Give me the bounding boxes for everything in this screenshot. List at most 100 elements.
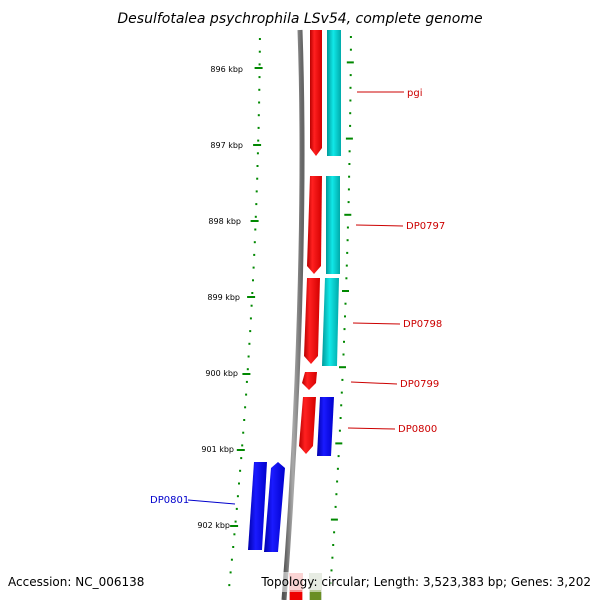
ring-dot [340,391,343,394]
ring-dot [239,469,242,472]
accession-text: Accession: NC_006138 [8,575,144,589]
ring-dot [236,495,239,498]
ring-dot [334,505,337,508]
ring-dot [253,253,256,256]
major-tick [230,525,239,527]
major-tick [339,366,346,369]
ring-dot [345,277,348,280]
ring-dot [254,228,257,231]
ring-dot [335,493,338,496]
ring-dot [258,88,261,91]
leader-dp0799 [350,381,398,385]
ring-dot [343,340,345,343]
ring-dot [251,292,254,294]
ring-dot [339,417,342,419]
gene-dp0801-a [248,462,267,550]
tick-ring-right [329,36,354,585]
ring-dot [331,556,334,559]
cds-dp0797 [307,176,322,274]
ring-dot [256,165,259,167]
cds-pgi [310,30,322,156]
reverse-gene-track [248,462,285,552]
gene-dp0800 [317,397,334,456]
ring-dot [249,330,252,333]
cds-dp0798 [304,278,320,364]
ring-dot [256,177,259,180]
ring-dot [347,201,350,204]
ring-dot [248,342,251,345]
ring-dot [234,520,237,523]
ring-dot [336,467,339,470]
forward-gene-track [317,30,341,456]
ring-dot [336,480,339,483]
ring-dot [230,558,233,561]
major-tick [342,290,349,292]
tick-label-900: 900 kbp [205,369,238,378]
ring-dot [235,507,238,510]
ring-dot [349,74,352,77]
tick-ring-left [228,38,263,587]
ring-dot [256,152,259,155]
major-tick [236,449,245,451]
ring-dot [345,264,348,267]
cds-dp0799 [302,372,317,390]
tick-label-902: 902 kbp [197,521,230,530]
major-tick [346,61,354,64]
ring-dot [346,251,349,254]
gene-pgi [327,30,341,156]
label-dp0801: DP0801 [150,495,189,506]
ring-dot [258,50,261,53]
ring-dot [342,353,345,356]
ring-dot [249,317,252,320]
feature-bottom-red [290,590,302,600]
ring-dot [332,544,335,546]
feature-bottom-olive [310,590,321,600]
cds-dp0800 [299,397,316,454]
ring-dot [253,241,256,244]
ring-dot [348,175,351,178]
ring-dot [337,455,340,458]
footer-right-bg [258,572,596,592]
ring-dot [246,368,249,371]
tick-label-901: 901 kbp [201,445,234,454]
ring-dot [348,150,351,153]
ring-dot [343,328,346,331]
tick-label-897: 897 kbp [210,141,243,150]
ring-dot [255,203,258,206]
major-tick [344,213,352,216]
tick-labels: 896 kbp 897 kbp 898 kbp 899 kbp 900 kbp … [197,65,243,530]
tick-label-896: 896 kbp [210,65,243,74]
ring-dot [233,533,236,536]
label-dp0798: DP0798 [403,319,442,330]
ring-dot [348,163,351,165]
leader-lines [187,91,404,505]
ring-dot [247,355,250,358]
ring-dot [349,124,352,127]
ring-dot [257,126,260,129]
ring-dot [257,114,260,117]
ring-dot [238,482,240,485]
ring-dot [240,457,243,460]
ring-dot [257,139,260,142]
ring-dot [349,36,352,38]
ring-dot [229,571,232,574]
gene-labels: pgi DP0797 DP0798 DP0799 DP0800 DP0801 [150,88,445,506]
ring-dot [338,429,341,432]
major-tick [335,442,343,445]
leader-dp0800 [347,427,396,430]
gene-dp0798 [322,278,339,366]
ring-dot [346,239,349,242]
ring-dot [349,112,352,115]
gene-dp0797 [326,176,340,274]
genome-backbone [281,29,305,600]
ring-dot [347,188,350,191]
label-pgi: pgi [407,88,422,99]
ring-dot [241,444,244,447]
ring-dot [349,86,352,89]
ring-dot [232,546,235,548]
ring-dot [243,419,246,421]
major-tick [254,67,263,69]
major-tick [250,220,259,222]
tick-label-899: 899 kbp [207,293,240,302]
tick-label-898: 898 kbp [208,217,241,226]
